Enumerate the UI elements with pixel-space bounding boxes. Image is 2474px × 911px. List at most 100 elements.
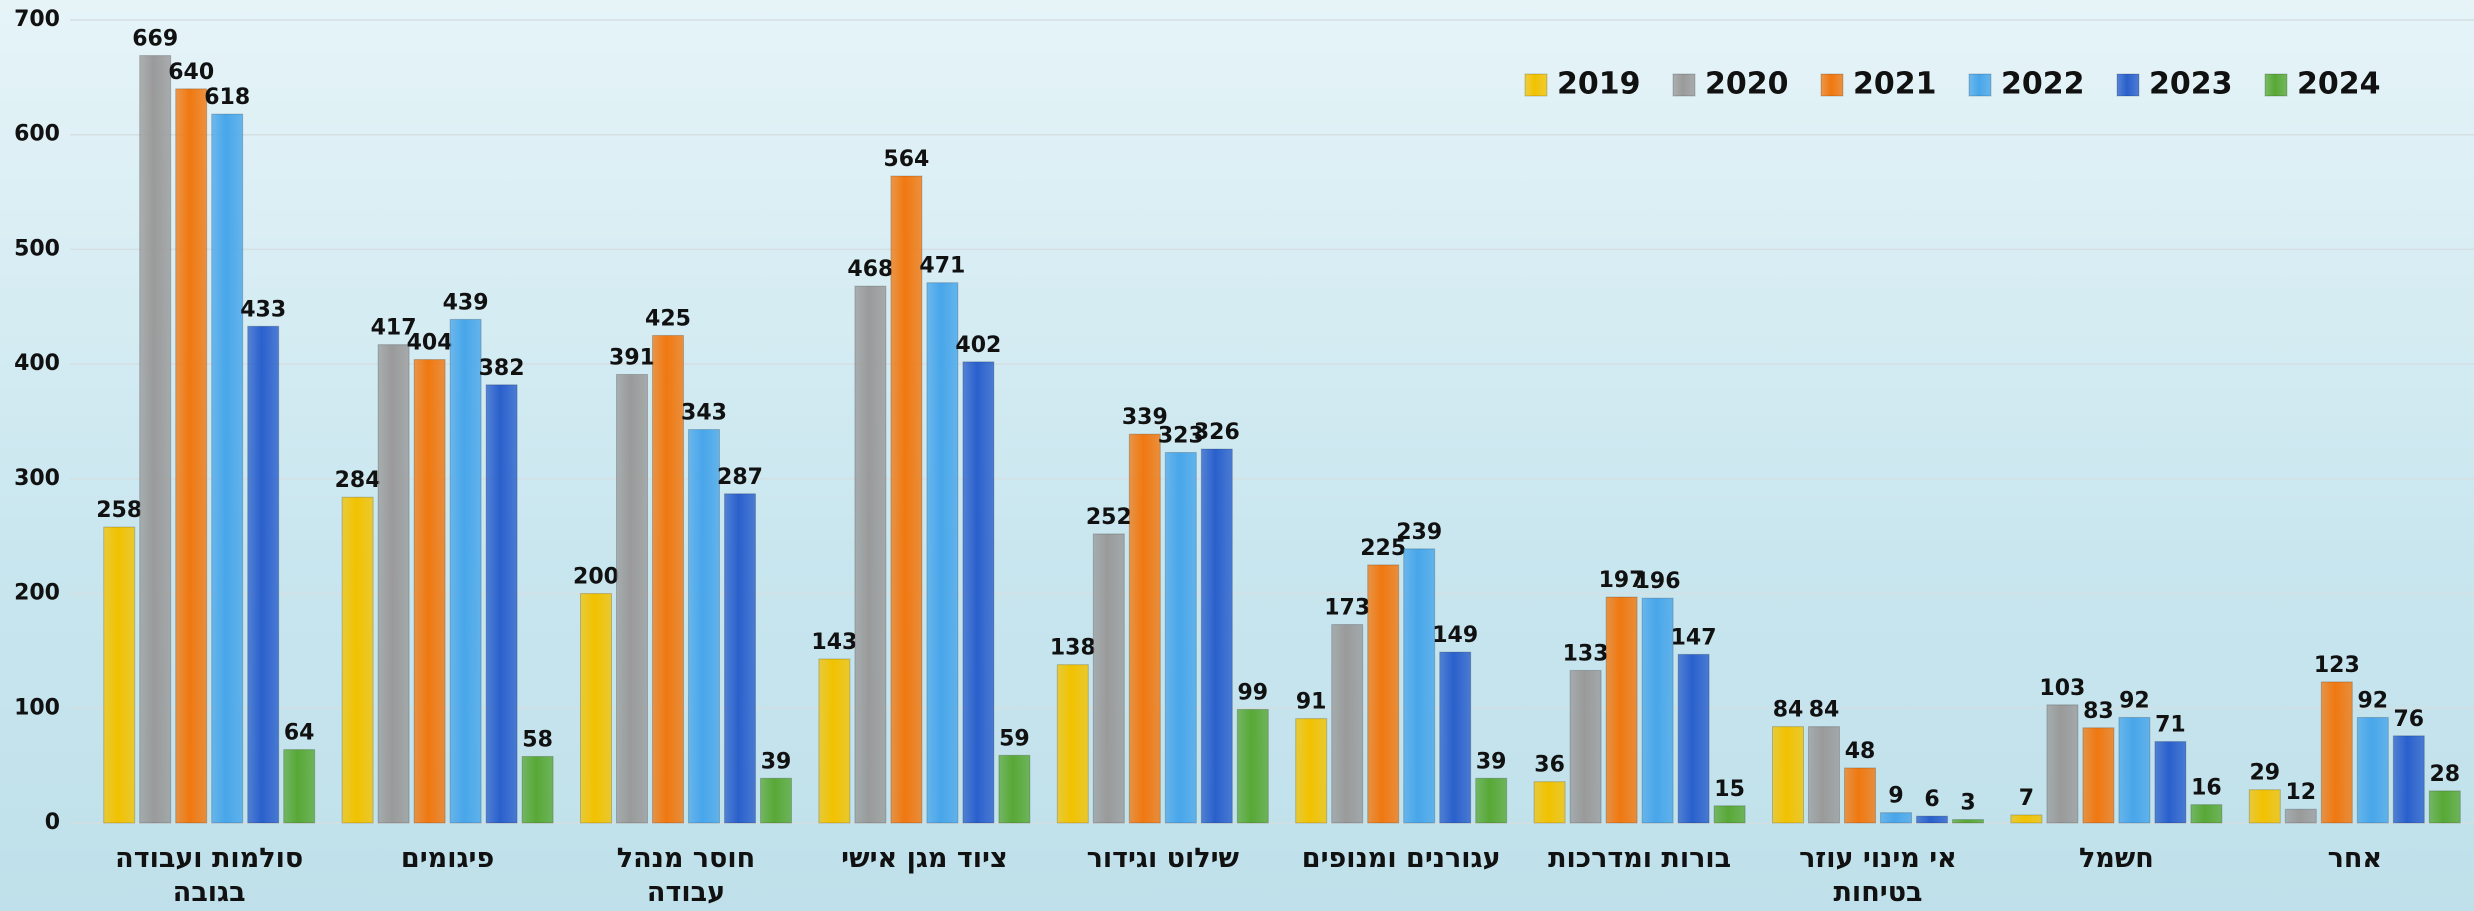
legend-swatch — [2116, 73, 2140, 97]
value-label: 28 — [2429, 762, 2460, 787]
bar — [1880, 812, 1912, 824]
bar — [1533, 781, 1566, 824]
value-label: 6 — [1924, 787, 1939, 812]
value-label: 48 — [1845, 739, 1876, 764]
value-label: 123 — [2314, 653, 2360, 678]
x-tick-label: סולמות ועבודה בגובה — [115, 843, 304, 908]
value-label: 36 — [1534, 753, 1565, 778]
bar — [616, 373, 648, 824]
bar — [377, 344, 410, 824]
bar — [2154, 741, 2187, 824]
bar — [1295, 718, 1328, 824]
legend-swatch — [1672, 73, 1696, 97]
legend-swatch — [1968, 73, 1992, 97]
bar — [724, 493, 756, 824]
legend-swatch — [2264, 73, 2288, 97]
bar — [1331, 624, 1364, 824]
value-label: 3 — [1960, 791, 1975, 816]
value-label: 149 — [1432, 623, 1478, 648]
legend-swatch — [1524, 73, 1548, 97]
bar — [175, 88, 208, 824]
bar — [1844, 767, 1876, 824]
value-label: 91 — [1296, 690, 1327, 715]
value-label: 382 — [479, 356, 525, 381]
bar — [1605, 596, 1638, 824]
value-label: 343 — [681, 401, 727, 426]
bar — [1200, 448, 1233, 824]
bar — [1403, 548, 1436, 824]
bar — [413, 359, 446, 824]
value-label: 7 — [2019, 786, 2034, 811]
bar — [1164, 451, 1197, 824]
value-label: 258 — [96, 498, 142, 523]
value-label: 287 — [717, 465, 763, 490]
x-tick-label: אחר — [2327, 843, 2383, 874]
value-label: 16 — [2191, 776, 2222, 801]
value-label: 147 — [1671, 625, 1717, 650]
bar — [962, 361, 995, 824]
value-label: 284 — [335, 468, 381, 493]
bar — [1367, 564, 1400, 824]
value-label: 92 — [2119, 688, 2150, 713]
bar — [2284, 808, 2317, 824]
value-label: 669 — [132, 27, 178, 52]
value-label: 439 — [443, 290, 489, 315]
bar — [1475, 777, 1508, 824]
bar — [1056, 664, 1089, 824]
bar — [2046, 704, 2079, 824]
value-label: 39 — [761, 749, 792, 774]
value-label: 468 — [847, 257, 893, 282]
y-tick-label: 500 — [14, 236, 60, 261]
value-label: 83 — [2083, 699, 2114, 724]
legend-label: 2023 — [2149, 67, 2233, 102]
bar — [2320, 681, 2353, 824]
value-label: 640 — [168, 60, 214, 85]
value-label: 618 — [204, 85, 250, 110]
bar — [652, 334, 684, 824]
value-label: 196 — [1635, 569, 1681, 594]
legend-label: 2022 — [2001, 67, 2085, 102]
value-label: 404 — [407, 331, 453, 356]
value-label: 433 — [240, 297, 286, 322]
bar — [2392, 735, 2425, 824]
bar — [2082, 727, 2115, 824]
value-label: 58 — [522, 727, 553, 752]
bar — [2118, 716, 2151, 824]
value-label: 417 — [371, 316, 417, 341]
bar — [2248, 789, 2281, 824]
y-tick-label: 300 — [14, 466, 60, 491]
value-label: 143 — [811, 630, 857, 655]
bar — [1952, 819, 1984, 824]
value-label: 99 — [1237, 680, 1268, 705]
bar — [449, 318, 482, 824]
y-tick-label: 0 — [45, 810, 60, 835]
bar — [1916, 815, 1948, 824]
value-label: 323 — [1158, 423, 1204, 448]
y-tick-label: 600 — [14, 122, 60, 147]
value-label: 39 — [1476, 749, 1507, 774]
x-tick-label: אי מינוי עוזר בטיחות — [1799, 843, 1957, 908]
bar — [341, 496, 374, 824]
value-label: 425 — [645, 306, 691, 331]
bar — [1569, 669, 1602, 824]
bar — [521, 755, 554, 824]
bar — [247, 325, 280, 824]
bar — [139, 55, 172, 824]
bar — [818, 658, 851, 824]
legend-swatch — [1820, 73, 1844, 97]
value-label: 9 — [1888, 784, 1903, 809]
value-label: 225 — [1360, 536, 1406, 561]
bar — [2190, 804, 2223, 824]
legend-label: 2020 — [1705, 67, 1789, 102]
value-label: 197 — [1599, 568, 1645, 593]
value-label: 64 — [284, 721, 315, 746]
y-tick-label: 400 — [14, 351, 60, 376]
bar — [1092, 533, 1125, 824]
bar — [103, 526, 136, 824]
value-label: 471 — [919, 254, 965, 279]
x-tick-label: חשמל — [2078, 843, 2154, 874]
value-label: 103 — [2039, 676, 2085, 701]
value-label: 29 — [2249, 761, 2280, 786]
